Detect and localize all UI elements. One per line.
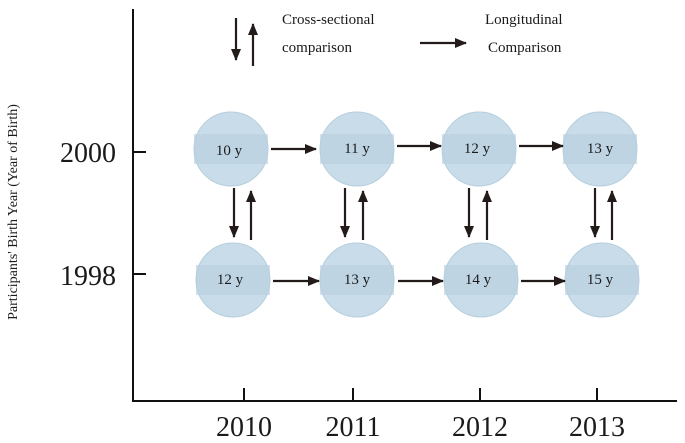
- age-label: 15 y: [587, 272, 614, 288]
- age-node-2000-2012: 12 y: [441, 111, 517, 187]
- legend-cross-line2: comparison: [282, 40, 352, 56]
- cross-sectional-arrow-pair-2011: [340, 188, 368, 240]
- age-node-2000-2011: 11 y: [319, 111, 395, 187]
- cross-sectional-arrow-pair-2013: [590, 188, 617, 240]
- x-tick-label-2013: 2013: [569, 412, 625, 443]
- age-node-2000-2010: 10 y: [193, 111, 269, 187]
- x-tick-label-2010: 2010: [216, 412, 272, 443]
- x-tick-label-2011: 2011: [326, 412, 381, 443]
- longitudinal-arrows: [271, 141, 566, 286]
- age-label: 14 y: [465, 272, 492, 288]
- age-label: 12 y: [464, 141, 491, 157]
- legend: Cross-sectional comparison Longitudinal …: [231, 12, 563, 66]
- age-node-1998-2013: 15 y: [564, 242, 640, 318]
- axes: 2000 1998 2010 2011 2012 2013 Participan…: [6, 9, 677, 443]
- cross-sectional-arrow-pair-2010: [229, 188, 256, 240]
- age-node-2000-2013: 13 y: [562, 111, 638, 187]
- legend-long-line1: Longitudinal: [485, 12, 563, 28]
- age-label: 13 y: [344, 272, 371, 288]
- age-label: 11 y: [344, 141, 370, 157]
- age-label: 10 y: [216, 143, 243, 159]
- cross-sectional-arrows: [229, 188, 617, 240]
- cohort-row-1998: 12 y 13 y 14 y 15 y: [195, 242, 640, 318]
- y-tick-label-2000: 2000: [60, 138, 116, 169]
- age-label: 12 y: [217, 272, 244, 288]
- cross-sectional-arrow-pair-2012: [464, 188, 492, 240]
- y-tick-label-1998: 1998: [60, 261, 116, 292]
- y-axis-title: Participants' Birth Year (Year of Birth): [6, 104, 21, 320]
- legend-cross-line1: Cross-sectional: [282, 12, 374, 28]
- cross-sectional-legend-icon: [231, 18, 258, 66]
- age-label: 13 y: [587, 141, 614, 157]
- cohort-row-2000: 10 y 11 y 12 y 13 y: [193, 111, 638, 187]
- x-tick-label-2012: 2012: [452, 412, 508, 443]
- legend-long-line2: Comparison: [488, 40, 562, 56]
- age-node-1998-2012: 14 y: [443, 242, 519, 318]
- age-node-1998-2010: 12 y: [195, 242, 271, 318]
- age-node-1998-2011: 13 y: [319, 242, 395, 318]
